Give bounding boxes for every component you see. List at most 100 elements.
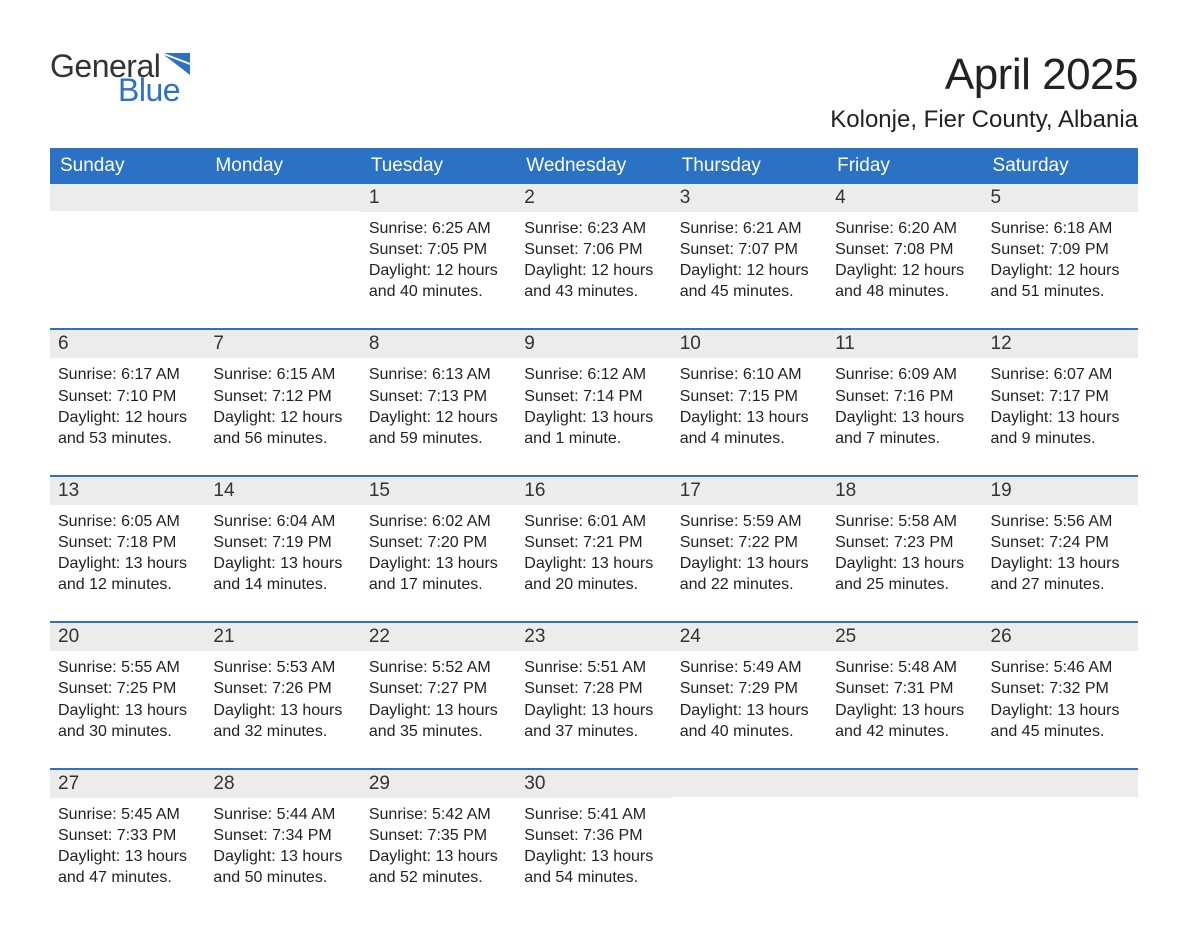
sunset-line: Sunset: 7:05 PM xyxy=(369,239,508,260)
sunset-line: Sunset: 7:33 PM xyxy=(58,825,197,846)
sunrise-line: Sunrise: 6:20 AM xyxy=(835,218,974,239)
sunrise-line: Sunrise: 6:02 AM xyxy=(369,511,508,532)
day-number: 28 xyxy=(205,770,360,798)
title-block: April 2025 Kolonje, Fier County, Albania xyxy=(830,50,1138,134)
day-number: 25 xyxy=(827,623,982,651)
day-body: Sunrise: 5:53 AMSunset: 7:26 PMDaylight:… xyxy=(205,651,360,745)
sunrise-line: Sunrise: 5:56 AM xyxy=(991,511,1130,532)
day-body: Sunrise: 5:48 AMSunset: 7:31 PMDaylight:… xyxy=(827,651,982,745)
day-number: 6 xyxy=(50,330,205,358)
day-body: Sunrise: 6:10 AMSunset: 7:15 PMDaylight:… xyxy=(672,358,827,452)
weekday-header-row: Sunday Monday Tuesday Wednesday Thursday… xyxy=(50,148,1138,184)
calendar-day: 23Sunrise: 5:51 AMSunset: 7:28 PMDayligh… xyxy=(516,623,671,745)
day-body: Sunrise: 6:07 AMSunset: 7:17 PMDaylight:… xyxy=(983,358,1138,452)
calendar-day xyxy=(50,184,205,306)
sunrise-line: Sunrise: 5:49 AM xyxy=(680,657,819,678)
day-number: 12 xyxy=(983,330,1138,358)
day-number: 27 xyxy=(50,770,205,798)
sunset-line: Sunset: 7:36 PM xyxy=(524,825,663,846)
sunrise-line: Sunrise: 5:45 AM xyxy=(58,804,197,825)
daylight-line: Daylight: 13 hours and 32 minutes. xyxy=(213,700,352,742)
calendar-day: 14Sunrise: 6:04 AMSunset: 7:19 PMDayligh… xyxy=(205,477,360,599)
calendar-week: 27 Sunrise: 5:45 AMSunset: 7:33 PMDayligh… xyxy=(50,768,1138,892)
sunset-line: Sunset: 7:17 PM xyxy=(991,386,1130,407)
day-number: 20 xyxy=(50,623,205,651)
sunrise-line: Sunrise: 6:01 AM xyxy=(524,511,663,532)
sunset-line: Sunset: 7:15 PM xyxy=(680,386,819,407)
day-body: Sunrise: 6:04 AMSunset: 7:19 PMDaylight:… xyxy=(205,505,360,599)
calendar-day xyxy=(983,770,1138,892)
calendar-day: 24Sunrise: 5:49 AMSunset: 7:29 PMDayligh… xyxy=(672,623,827,745)
sunrise-line: Sunrise: 6:15 AM xyxy=(213,364,352,385)
sunset-line: Sunset: 7:25 PM xyxy=(58,678,197,699)
sunrise-line: Sunrise: 5:46 AM xyxy=(991,657,1130,678)
calendar-day: 8Sunrise: 6:13 AMSunset: 7:13 PMDaylight… xyxy=(361,330,516,452)
day-number: 24 xyxy=(672,623,827,651)
logo-word-blue: Blue xyxy=(118,74,180,106)
day-body: Sunrise: 5:55 AMSunset: 7:25 PMDaylight:… xyxy=(50,651,205,745)
daylight-line: Daylight: 12 hours and 45 minutes. xyxy=(680,260,819,302)
weekday-header: Tuesday xyxy=(361,148,516,184)
calendar-day: 9Sunrise: 6:12 AMSunset: 7:14 PMDaylight… xyxy=(516,330,671,452)
day-number: 22 xyxy=(361,623,516,651)
daylight-line: Daylight: 13 hours and 20 minutes. xyxy=(524,553,663,595)
sunset-line: Sunset: 7:08 PM xyxy=(835,239,974,260)
sunset-line: Sunset: 7:14 PM xyxy=(524,386,663,407)
day-number: 2 xyxy=(516,184,671,212)
day-number: 7 xyxy=(205,330,360,358)
weekday-header: Wednesday xyxy=(516,148,671,184)
calendar-day: 26Sunrise: 5:46 AMSunset: 7:32 PMDayligh… xyxy=(983,623,1138,745)
calendar-day: 25Sunrise: 5:48 AMSunset: 7:31 PMDayligh… xyxy=(827,623,982,745)
daylight-line: Daylight: 13 hours and 47 minutes. xyxy=(58,846,197,888)
daylight-line: Daylight: 13 hours and 22 minutes. xyxy=(680,553,819,595)
sunrise-line: Sunrise: 6:17 AM xyxy=(58,364,197,385)
sunset-line: Sunset: 7:28 PM xyxy=(524,678,663,699)
calendar-day xyxy=(205,184,360,306)
sunset-line: Sunset: 7:24 PM xyxy=(991,532,1130,553)
day-body: Sunrise: 6:21 AMSunset: 7:07 PMDaylight:… xyxy=(672,212,827,306)
sunset-line: Sunset: 7:06 PM xyxy=(524,239,663,260)
day-body: Sunrise: 6:18 AMSunset: 7:09 PMDaylight:… xyxy=(983,212,1138,306)
day-number: 10 xyxy=(672,330,827,358)
sunrise-line: Sunrise: 6:07 AM xyxy=(991,364,1130,385)
day-number: 5 xyxy=(983,184,1138,212)
day-body: Sunrise: 5:49 AMSunset: 7:29 PMDaylight:… xyxy=(672,651,827,745)
sunset-line: Sunset: 7:18 PM xyxy=(58,532,197,553)
sunrise-line: Sunrise: 5:53 AM xyxy=(213,657,352,678)
daylight-line: Daylight: 13 hours and 12 minutes. xyxy=(58,553,197,595)
calendar-week: 6Sunrise: 6:17 AMSunset: 7:10 PMDaylight… xyxy=(50,328,1138,452)
sunset-line: Sunset: 7:22 PM xyxy=(680,532,819,553)
day-body: Sunrise: 5:44 AMSunset: 7:34 PMDaylight:… xyxy=(205,798,360,892)
calendar-day: 5Sunrise: 6:18 AMSunset: 7:09 PMDaylight… xyxy=(983,184,1138,306)
calendar-day xyxy=(827,770,982,892)
calendar-day: 18Sunrise: 5:58 AMSunset: 7:23 PMDayligh… xyxy=(827,477,982,599)
sunset-line: Sunset: 7:29 PM xyxy=(680,678,819,699)
day-body: Sunrise: 5:41 AMSunset: 7:36 PMDaylight:… xyxy=(516,798,671,892)
calendar-day: 29Sunrise: 5:42 AMSunset: 7:35 PMDayligh… xyxy=(361,770,516,892)
weekday-header: Sunday xyxy=(50,148,205,184)
sunrise-line: Sunrise: 6:25 AM xyxy=(369,218,508,239)
sunrise-line: Sunrise: 5:41 AM xyxy=(524,804,663,825)
day-number: 1 xyxy=(361,184,516,212)
calendar-day: 28Sunrise: 5:44 AMSunset: 7:34 PMDayligh… xyxy=(205,770,360,892)
daylight-line: Daylight: 13 hours and 9 minutes. xyxy=(991,407,1130,449)
calendar-week: 20Sunrise: 5:55 AMSunset: 7:25 PMDayligh… xyxy=(50,621,1138,745)
calendar-week: 1Sunrise: 6:25 AMSunset: 7:05 PMDaylight… xyxy=(50,184,1138,306)
day-number: 3 xyxy=(672,184,827,212)
calendar-day: 30Sunrise: 5:41 AMSunset: 7:36 PMDayligh… xyxy=(516,770,671,892)
daylight-line: Daylight: 12 hours and 40 minutes. xyxy=(369,260,508,302)
day-body: Sunrise: 6:20 AMSunset: 7:08 PMDaylight:… xyxy=(827,212,982,306)
daylight-line: Daylight: 12 hours and 53 minutes. xyxy=(58,407,197,449)
sunset-line: Sunset: 7:10 PM xyxy=(58,386,197,407)
month-title: April 2025 xyxy=(830,50,1138,100)
daylight-line: Daylight: 12 hours and 43 minutes. xyxy=(524,260,663,302)
daylight-line: Daylight: 13 hours and 14 minutes. xyxy=(213,553,352,595)
day-body: Sunrise: 5:42 AMSunset: 7:35 PMDaylight:… xyxy=(361,798,516,892)
calendar-day: 1 Sunrise: 6:25 AMSunset: 7:05 PMDaylight… xyxy=(361,184,516,306)
day-number: 11 xyxy=(827,330,982,358)
sunrise-line: Sunrise: 6:18 AM xyxy=(991,218,1130,239)
sunrise-line: Sunrise: 6:09 AM xyxy=(835,364,974,385)
logo: General Blue xyxy=(50,50,198,106)
sunrise-line: Sunrise: 6:10 AM xyxy=(680,364,819,385)
sunrise-line: Sunrise: 6:21 AM xyxy=(680,218,819,239)
